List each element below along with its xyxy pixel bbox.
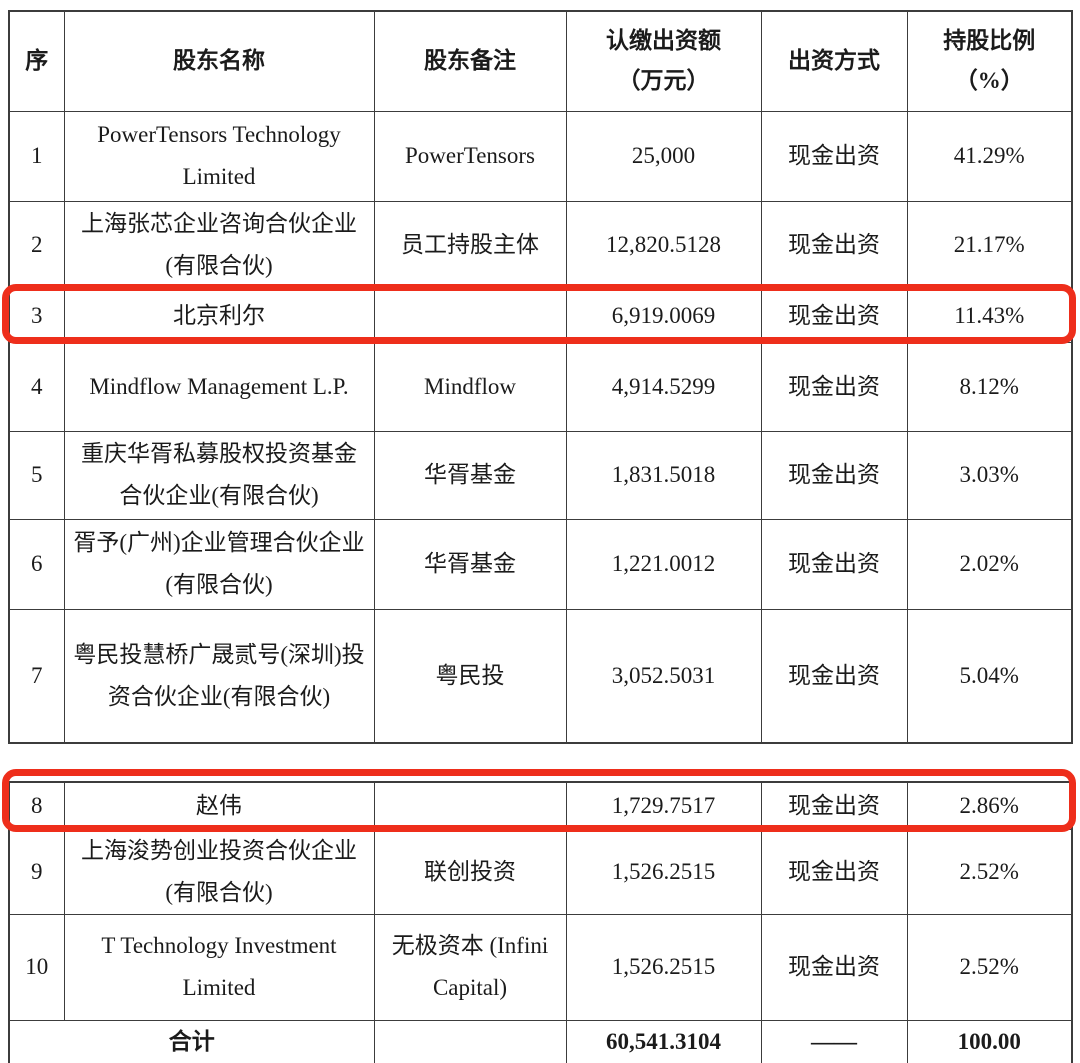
shareholder-note: 华胥基金 [373, 518, 567, 610]
holding-ratio: 3.03% [906, 430, 1073, 520]
contribution-method: 现金出资 [760, 430, 908, 520]
holding-ratio: 11.43% [906, 288, 1073, 343]
table-row: 2 上海张芯企业咨询合伙企业(有限合伙) 员工持股主体 12,820.5128 … [8, 200, 1073, 290]
shareholder-table-section-1: 序 股东名称 股东备注 认缴出资额 （万元） 出资方式 持股比例 （%） 1 P… [8, 10, 1073, 744]
shareholder-name: 北京利尔 [63, 288, 375, 343]
row-no: 7 [8, 608, 65, 744]
shareholder-name: Mindflow Management L.P. [63, 341, 375, 432]
row-no: 6 [8, 518, 65, 610]
row-no: 1 [8, 110, 65, 202]
holding-ratio: 2.52% [906, 828, 1073, 915]
contribution-method: 现金出资 [760, 341, 908, 432]
shareholder-name: 上海浚势创业投资合伙企业(有限合伙) [63, 828, 375, 915]
subscribed-amount: 1,221.0012 [565, 518, 762, 610]
header-holding-ratio: 持股比例 （%） [906, 10, 1073, 112]
subscribed-amount: 3,052.5031 [565, 608, 762, 744]
holding-ratio: 2.52% [906, 913, 1073, 1021]
shareholder-name: 重庆华胥私募股权投资基金合伙企业(有限合伙) [63, 430, 375, 520]
shareholder-note: 粤民投 [373, 608, 567, 744]
subscribed-amount: 1,526.2515 [565, 828, 762, 915]
holding-ratio: 5.04% [906, 608, 1073, 744]
subscribed-amount: 12,820.5128 [565, 200, 762, 290]
total-holding-ratio: 100.00 [906, 1019, 1073, 1063]
contribution-method: 现金出资 [760, 781, 908, 830]
subscribed-amount: 25,000 [565, 110, 762, 202]
table-row: 6 胥予(广州)企业管理合伙企业(有限合伙) 华胥基金 1,221.0012 现… [8, 518, 1073, 610]
contribution-method: 现金出资 [760, 913, 908, 1021]
shareholder-name: T Technology Investment Limited [63, 913, 375, 1021]
row-no: 8 [8, 781, 65, 830]
header-shareholder-note: 股东备注 [373, 10, 567, 112]
contribution-method: 现金出资 [760, 200, 908, 290]
row-no: 5 [8, 430, 65, 520]
shareholder-table-section-2: 8 赵伟 1,729.7517 现金出资 2.86% 9 上海浚势创业投资合伙企… [8, 781, 1073, 1063]
subscribed-amount: 1,729.7517 [565, 781, 762, 830]
shareholder-name: 赵伟 [63, 781, 375, 830]
table-row: 5 重庆华胥私募股权投资基金合伙企业(有限合伙) 华胥基金 1,831.5018… [8, 430, 1073, 520]
shareholder-note [373, 288, 567, 343]
header-subscribed-amount-line2: （万元） [617, 68, 710, 94]
total-label: 合计 [8, 1019, 375, 1063]
shareholder-note: Mindflow [373, 341, 567, 432]
shareholder-name: 胥予(广州)企业管理合伙企业(有限合伙) [63, 518, 375, 610]
header-no: 序 [8, 10, 65, 112]
holding-ratio: 41.29% [906, 110, 1073, 202]
table-header-row: 序 股东名称 股东备注 认缴出资额 （万元） 出资方式 持股比例 （%） [8, 10, 1073, 112]
shareholder-note: 联创投资 [373, 828, 567, 915]
table-row: 4 Mindflow Management L.P. Mindflow 4,91… [8, 341, 1073, 432]
header-holding-ratio-line2: （%） [954, 68, 1024, 94]
contribution-method: 现金出资 [760, 608, 908, 744]
shareholder-note: 无极资本 (Infini Capital) [373, 913, 567, 1021]
subscribed-amount: 6,919.0069 [565, 288, 762, 343]
header-shareholder-name: 股东名称 [63, 10, 375, 112]
table-row: 10 T Technology Investment Limited 无极资本 … [8, 913, 1073, 1021]
total-note [373, 1019, 567, 1063]
contribution-method: 现金出资 [760, 828, 908, 915]
subscribed-amount: 1,831.5018 [565, 430, 762, 520]
holding-ratio: 2.86% [906, 781, 1073, 830]
shareholder-note: 员工持股主体 [373, 200, 567, 290]
shareholder-name: PowerTensors Technology Limited [63, 110, 375, 202]
table-row-highlighted: 8 赵伟 1,729.7517 现金出资 2.86% [8, 781, 1073, 830]
total-subscribed-amount: 60,541.3104 [565, 1019, 762, 1063]
table-row-highlighted: 3 北京利尔 6,919.0069 现金出资 11.43% [8, 288, 1073, 343]
shareholder-name: 粤民投慧桥广晟贰号(深圳)投资合伙企业(有限合伙) [63, 608, 375, 744]
header-holding-ratio-line1: 持股比例 [943, 28, 1036, 54]
contribution-method: 现金出资 [760, 288, 908, 343]
holding-ratio: 8.12% [906, 341, 1073, 432]
shareholder-note: 华胥基金 [373, 430, 567, 520]
holding-ratio: 2.02% [906, 518, 1073, 610]
header-subscribed-amount: 认缴出资额 （万元） [565, 10, 762, 112]
table-total-row: 合计 60,541.3104 —— 100.00 [8, 1019, 1073, 1063]
shareholder-name: 上海张芯企业咨询合伙企业(有限合伙) [63, 200, 375, 290]
row-no: 4 [8, 341, 65, 432]
row-no: 2 [8, 200, 65, 290]
subscribed-amount: 4,914.5299 [565, 341, 762, 432]
row-no: 10 [8, 913, 65, 1021]
row-no: 9 [8, 828, 65, 915]
table-row: 1 PowerTensors Technology Limited PowerT… [8, 110, 1073, 202]
holding-ratio: 21.17% [906, 200, 1073, 290]
shareholder-note: PowerTensors [373, 110, 567, 202]
table-row: 9 上海浚势创业投资合伙企业(有限合伙) 联创投资 1,526.2515 现金出… [8, 828, 1073, 915]
header-contribution-method: 出资方式 [760, 10, 908, 112]
contribution-method: 现金出资 [760, 110, 908, 202]
table-row: 7 粤民投慧桥广晟贰号(深圳)投资合伙企业(有限合伙) 粤民投 3,052.50… [8, 608, 1073, 744]
shareholder-note [373, 781, 567, 830]
contribution-method: 现金出资 [760, 518, 908, 610]
header-subscribed-amount-line1: 认缴出资额 [606, 28, 721, 54]
subscribed-amount: 1,526.2515 [565, 913, 762, 1021]
row-no: 3 [8, 288, 65, 343]
total-contribution-method: —— [760, 1019, 908, 1063]
